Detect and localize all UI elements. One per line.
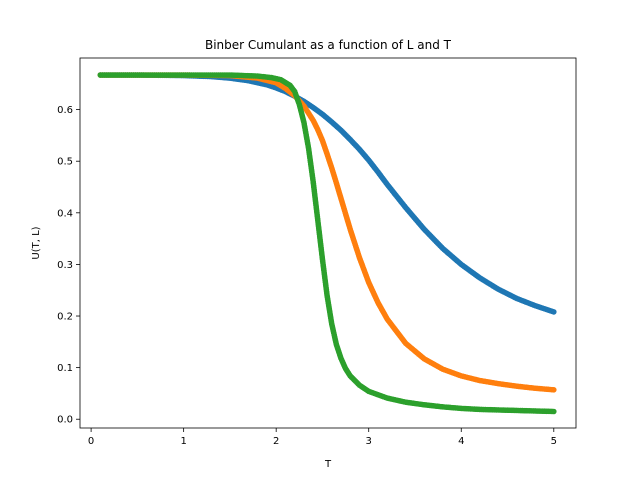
axes-background xyxy=(80,58,576,428)
y-tick-label: 0.2 xyxy=(57,312,73,323)
data-point xyxy=(550,387,557,393)
x-axis-label: T xyxy=(324,459,332,470)
axes-frame xyxy=(79,57,577,429)
y-tick-label: 0.3 xyxy=(57,260,73,271)
x-tick-label: 2 xyxy=(273,436,279,447)
y-tick-label: 0.4 xyxy=(57,208,73,219)
x-tick-label: 0 xyxy=(88,436,94,447)
x-tick-label: 4 xyxy=(458,436,464,447)
y-tick-label: 0.1 xyxy=(57,363,73,374)
series-layer xyxy=(97,72,557,415)
data-point xyxy=(550,408,557,415)
data-point xyxy=(550,309,557,315)
x-tick-label: 5 xyxy=(551,436,557,447)
y-tick-label: 0.6 xyxy=(57,105,73,116)
series-3 xyxy=(97,72,557,415)
x-tick-label: 3 xyxy=(366,436,372,447)
y-axis: 0.0 0.1 0.2 0.3 0.4 0.5 0.6 xyxy=(57,105,80,426)
chart-title: Binber Cumulant as a function of L and T xyxy=(205,38,452,52)
plot-area xyxy=(80,58,576,428)
x-axis: 0 1 2 3 4 5 xyxy=(88,428,557,447)
y-axis-label: U(T, L) xyxy=(31,226,42,259)
y-tick-label: 0.0 xyxy=(57,415,73,426)
x-tick-label: 1 xyxy=(180,436,186,447)
y-tick-label: 0.5 xyxy=(57,157,73,168)
